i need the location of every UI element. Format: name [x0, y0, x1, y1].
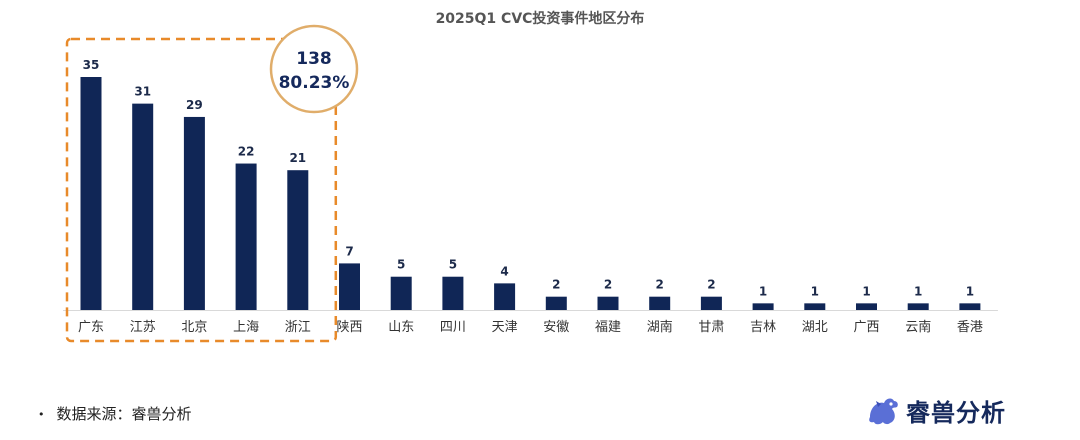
x-tick-label: 山东 — [388, 320, 414, 335]
x-tick-label: 湖南 — [647, 319, 673, 335]
x-tick-label: 福建 — [595, 320, 621, 335]
x-tick-label: 广西 — [853, 320, 879, 335]
bar — [907, 303, 929, 310]
data-label: 5 — [397, 258, 405, 272]
data-label: 4 — [500, 264, 508, 278]
highlight-callout — [269, 24, 359, 114]
brand-logo: 睿兽分析 — [866, 393, 1006, 428]
highlight-share: 80.23% — [279, 73, 350, 93]
bar — [287, 170, 309, 310]
x-tick-label: 甘肃 — [698, 320, 724, 335]
chart-title: 2025Q1 CVC投资事件地区分布 — [435, 11, 645, 27]
data-label: 2 — [604, 278, 612, 292]
x-tick-label: 陕西 — [336, 320, 362, 335]
bullet-icon: • — [38, 408, 45, 421]
bar — [545, 296, 567, 310]
data-label: 29 — [186, 98, 203, 112]
x-tick-label: 江苏 — [130, 319, 156, 335]
data-label: 1 — [914, 284, 922, 298]
bar — [804, 303, 826, 310]
bar — [700, 296, 722, 310]
data-label: 31 — [134, 85, 151, 99]
x-tick-label: 云南 — [905, 319, 931, 335]
data-source-note: • 数据来源：睿兽分析 — [38, 403, 192, 424]
x-tick-label: 天津 — [492, 320, 518, 335]
data-label: 1 — [811, 284, 819, 298]
data-label: 2 — [656, 278, 664, 292]
bar — [649, 296, 671, 310]
x-tick-label: 香港 — [957, 320, 983, 335]
bar — [339, 263, 360, 310]
x-tick-label: 广东 — [78, 320, 104, 335]
bar — [80, 77, 102, 310]
data-label: 21 — [289, 151, 306, 165]
data-label: 5 — [449, 258, 457, 272]
bar — [959, 303, 981, 310]
x-tick-label: 吉林 — [750, 320, 776, 335]
bar — [132, 103, 154, 310]
bar — [494, 283, 516, 310]
x-tick-label: 安徽 — [543, 320, 569, 335]
data-label: 2 — [707, 278, 715, 292]
bar — [856, 303, 877, 310]
bar-chart: 35广东31江苏29北京22上海21浙江7陕西5山东5四川4天津2安徽2福建2湖… — [63, 24, 998, 343]
data-label: 7 — [345, 244, 353, 258]
data-label: 1 — [862, 284, 870, 298]
dragon-mascot-icon — [869, 398, 898, 424]
brand-logo-text: 睿兽分析 — [906, 399, 1006, 427]
data-label: 1 — [759, 284, 767, 298]
bar — [752, 303, 774, 310]
bar — [235, 163, 257, 310]
bar — [390, 276, 412, 310]
bar — [442, 276, 464, 310]
data-source-text: 数据来源：睿兽分析 — [56, 405, 192, 423]
bar — [597, 296, 619, 310]
data-label: 2 — [552, 278, 560, 292]
x-tick-label: 上海 — [233, 320, 259, 335]
highlight-total: 138 — [296, 49, 332, 69]
highlight-box — [65, 37, 338, 343]
data-label: 35 — [83, 58, 100, 72]
x-tick-label: 湖北 — [802, 320, 828, 335]
data-label: 22 — [238, 145, 255, 159]
x-tick-label: 四川 — [440, 320, 466, 335]
x-tick-label: 浙江 — [285, 320, 311, 335]
x-tick-label: 北京 — [181, 320, 207, 335]
data-label: 1 — [966, 284, 974, 298]
bar — [183, 116, 205, 310]
